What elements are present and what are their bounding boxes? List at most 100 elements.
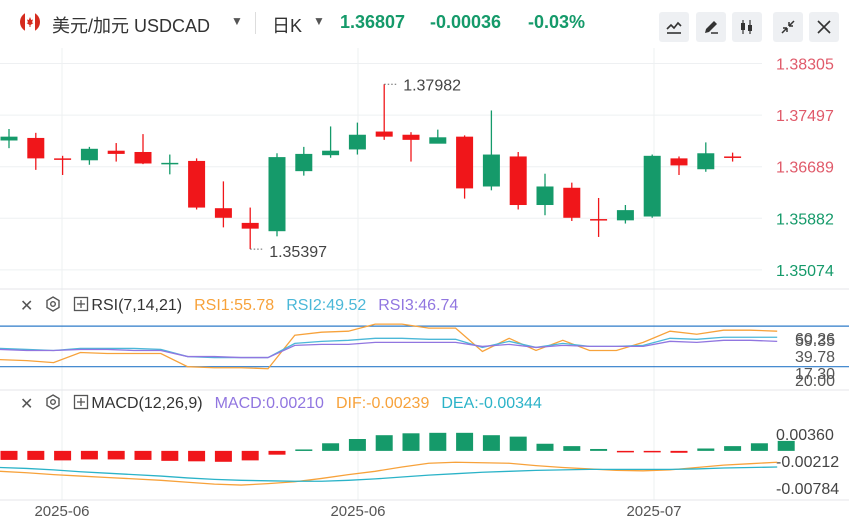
candle-body: [563, 187, 581, 218]
divider: [255, 12, 256, 34]
macd-panel-header: ✕ MACD(12,26,9) MACD:0.00210 DIF:-0.0023…: [20, 393, 554, 415]
rsi2-value: RSI2:49.52: [286, 297, 367, 314]
price-change: -0.00036: [430, 12, 502, 32]
macd-histogram-bar: [80, 450, 98, 460]
settings-icon[interactable]: [45, 295, 61, 317]
rsi-axis-tick-label: 59.35: [795, 333, 835, 350]
collapse-button[interactable]: [773, 12, 803, 42]
macd-histogram-bar: [0, 450, 18, 460]
symbol-dropdown-icon[interactable]: ▼: [231, 14, 243, 28]
candle-body: [616, 210, 634, 221]
symbol-code: USDCAD: [134, 16, 211, 36]
candle-body: [322, 150, 340, 156]
candle-body: [54, 158, 72, 160]
candle-body: [80, 148, 98, 161]
candle-body: [724, 156, 742, 158]
indicator-picker-icon[interactable]: [73, 296, 89, 317]
macd-histogram-bar: [536, 443, 554, 451]
candle-body: [456, 136, 474, 189]
dif-line: [0, 461, 778, 486]
date-axis-tick-label: 2025-06: [330, 503, 385, 520]
macd-value: MACD:0.00210: [214, 395, 324, 412]
macd-histogram-bar: [724, 446, 742, 451]
draw-button[interactable]: [696, 12, 726, 42]
macd-histogram-bar: [134, 450, 152, 460]
macd-histogram-bar: [563, 446, 581, 451]
line-chart-icon: [666, 21, 682, 34]
price-axis-tick-label: 1.36689: [776, 160, 834, 177]
candle-body: [0, 136, 18, 141]
macd-histogram-bar: [777, 440, 795, 451]
canada-flag-icon: [20, 12, 40, 32]
candle-body: [134, 151, 152, 164]
macd-histogram-bar: [670, 450, 688, 453]
collapse-icon: [781, 20, 795, 34]
macd-histogram-bar: [750, 443, 768, 451]
candle-body: [348, 134, 366, 150]
macd-histogram-bar: [482, 435, 500, 451]
rsi1-value: RSI1:55.78: [194, 297, 275, 314]
candle-body: [161, 162, 179, 165]
candle-body: [241, 222, 259, 229]
period-dropdown-icon[interactable]: ▼: [313, 14, 325, 28]
candle-body: [27, 137, 45, 159]
macd-histogram-bar: [348, 439, 366, 451]
rsi-axis-tick-label: 17.30: [795, 366, 835, 383]
macd-histogram-bar: [509, 436, 527, 451]
indicator-picker-icon[interactable]: [73, 394, 89, 415]
close-indicator-icon[interactable]: ✕: [20, 396, 34, 413]
candle-body: [482, 154, 500, 187]
macd-histogram-bar: [697, 448, 715, 451]
macd-histogram-bar: [54, 450, 72, 461]
macd-histogram-bar: [616, 450, 634, 453]
chart-canvas[interactable]: 1.38305 1.37497 1.36689 1.35882 1.35074 1.379…: [0, 48, 849, 529]
candlestick-icon: [741, 20, 752, 34]
price-axis-tick-label: 1.35882: [776, 211, 834, 228]
candle-body: [402, 134, 420, 140]
macd-histogram-bar: [295, 449, 313, 451]
period-selector[interactable]: 日K: [272, 16, 303, 36]
rsi-panel-header: ✕ RSI(7,14,21) RSI1:55.78 RSI2:49.52 RSI…: [20, 295, 470, 317]
macd-histogram-bar: [241, 450, 259, 461]
last-price: 1.36807: [340, 12, 406, 32]
low-annotation-label: 1.35397: [269, 244, 327, 261]
rsi-series-line: [0, 323, 778, 370]
date-axis-tick-label: 2025-07: [626, 503, 681, 520]
chart-header: 美元/加元 USDCAD ▼ 日K ▼ 1.36807 -0.00036 -0.…: [0, 0, 849, 48]
rsi-series-line: [0, 336, 778, 359]
macd-histogram-bar: [590, 448, 608, 451]
date-axis-tick-label: 2025-06: [34, 503, 89, 520]
macd-histogram-bar: [429, 432, 447, 451]
rsi-axis-tick-label: 20.00: [795, 373, 835, 390]
candle-body: [590, 219, 608, 221]
macd-histogram-bar: [456, 432, 474, 451]
candle-body: [536, 186, 554, 206]
dif-value: DIF:-0.00239: [335, 395, 430, 412]
price-axis-tick-label: 1.38305: [776, 57, 834, 74]
close-button[interactable]: [809, 12, 839, 42]
close-indicator-icon[interactable]: ✕: [20, 298, 34, 315]
settings-icon[interactable]: [45, 393, 61, 415]
price-axis-tick-label: 1.35074: [776, 263, 834, 280]
rsi-series-line: [0, 339, 778, 359]
macd-axis-tick-label: 0.00360: [776, 427, 834, 444]
symbol-name: 美元/加元: [52, 16, 130, 36]
macd-histogram-bar: [107, 450, 125, 460]
rsi3-value: RSI3:46.74: [378, 297, 459, 314]
dea-value: DEA:-0.00344: [441, 395, 542, 412]
macd-histogram-bar: [402, 433, 420, 451]
macd-axis-tick-label: -0.00212: [776, 454, 839, 471]
candle-body: [375, 131, 393, 137]
candle-body: [670, 158, 688, 166]
candle-body: [295, 153, 313, 172]
macd-histogram-bar: [643, 450, 661, 453]
candle-body: [107, 150, 125, 154]
line-chart-button[interactable]: [659, 12, 689, 42]
macd-histogram-bar: [375, 435, 393, 451]
candlestick-button[interactable]: [732, 12, 762, 42]
candle-body: [429, 137, 447, 144]
price-change-pct: -0.03%: [528, 12, 586, 32]
pencil-icon: [705, 21, 718, 34]
symbol-selector[interactable]: 美元/加元 USDCAD: [52, 12, 210, 38]
macd-histogram-bar: [322, 443, 340, 451]
